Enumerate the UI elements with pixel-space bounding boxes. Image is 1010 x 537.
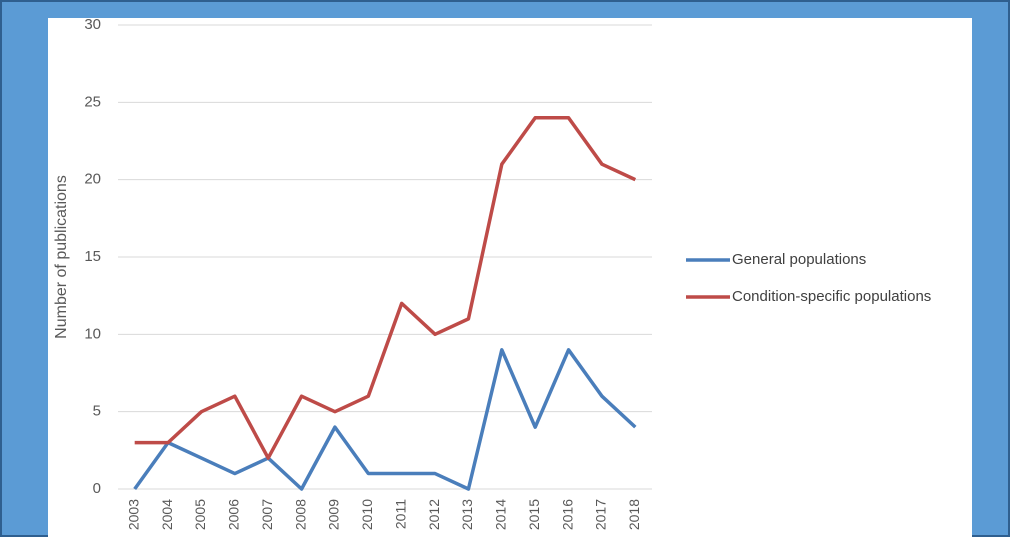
y-axis-label: Number of publications [53, 175, 70, 339]
x-tick-label: 2017 [593, 499, 609, 530]
y-tick-label: 0 [93, 480, 101, 497]
x-tick-label: 2015 [526, 499, 542, 530]
y-tick-label: 25 [84, 93, 101, 110]
x-tick-label: 2004 [159, 499, 175, 530]
legend-label: General populations [732, 251, 866, 268]
x-tick-label: 2018 [626, 499, 642, 530]
series-line [133, 348, 637, 491]
panel [48, 18, 972, 537]
y-tick-label: 10 [84, 325, 101, 342]
x-tick-label: 2003 [125, 499, 141, 530]
y-tick-label: 20 [84, 171, 101, 188]
x-tick-label: 2013 [459, 499, 475, 530]
x-tick-label: 2006 [226, 499, 242, 530]
x-tick-label: 2010 [359, 499, 375, 530]
x-tick-label: 2014 [493, 499, 509, 530]
y-tick-label: 5 [93, 403, 101, 420]
x-tick-label: 2005 [192, 499, 208, 530]
x-tick-label: 2007 [259, 499, 275, 530]
x-tick-label: 2011 [392, 499, 408, 529]
x-tick-label: 2009 [326, 499, 342, 530]
y-tick-label: 30 [84, 16, 101, 33]
x-tick-label: 2008 [292, 499, 308, 530]
x-tick-label: 2012 [426, 499, 442, 530]
x-tick-label: 2016 [559, 499, 575, 530]
series-line [134, 116, 637, 460]
legend-label: Condition-specific populations [732, 288, 931, 305]
y-tick-label: 15 [84, 248, 101, 265]
